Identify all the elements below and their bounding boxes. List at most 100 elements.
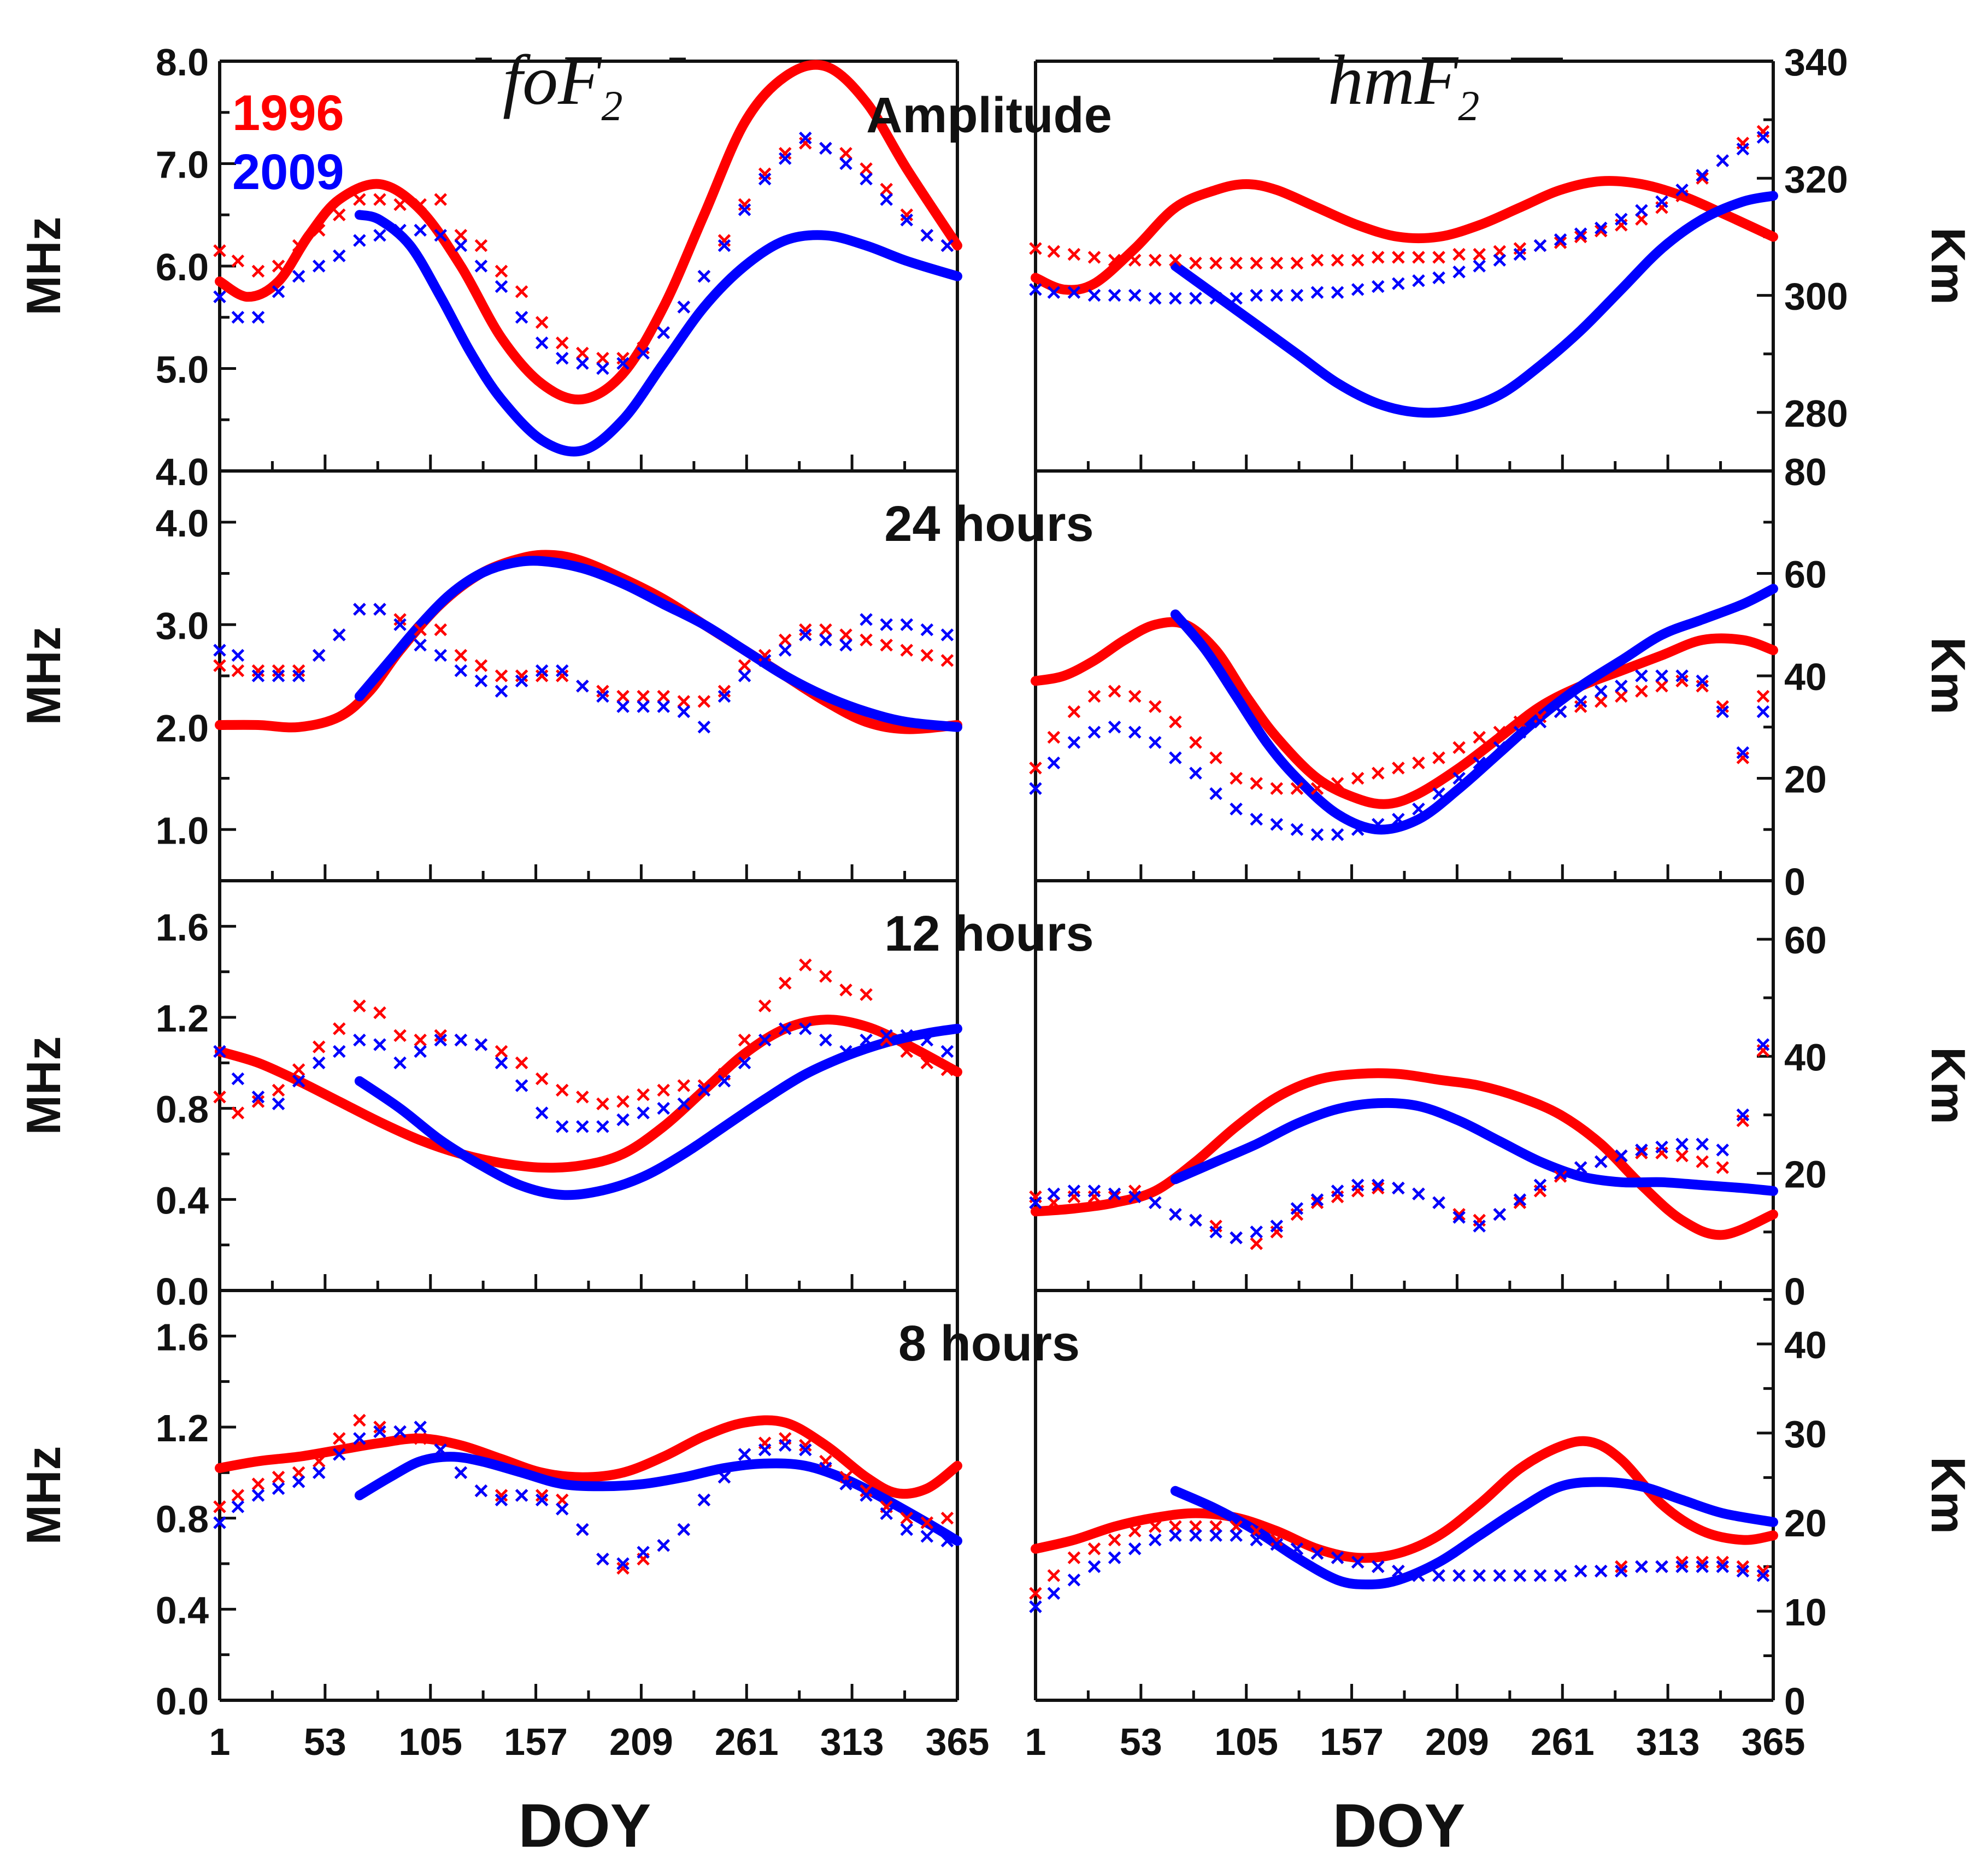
- marker-2009: [1290, 823, 1304, 836]
- marker-2009: [596, 1552, 609, 1566]
- marker-2009: [1533, 1569, 1547, 1582]
- marker-2009: [434, 649, 448, 662]
- marker-2009: [1149, 1533, 1162, 1547]
- marker-2009: [697, 1083, 711, 1097]
- marker-2009: [1169, 1207, 1182, 1221]
- marker-2009: [1513, 1569, 1527, 1582]
- marker-1996: [1675, 1149, 1689, 1163]
- marker-2009: [1615, 213, 1628, 226]
- marker-1996: [1047, 245, 1061, 258]
- marker-2009: [1432, 1569, 1445, 1582]
- marker-1996: [637, 341, 650, 355]
- marker-1996: [414, 1432, 427, 1445]
- marker-2009: [333, 1045, 346, 1058]
- marker-2009: [1270, 1219, 1284, 1233]
- marker-1996: [697, 1079, 711, 1092]
- y-tick-label: 0.4: [156, 1589, 209, 1631]
- panel-fof2-8-hours: 0.0 0.4 0.8 1.2 1.6 1 53 105 157 209 261 313 365 MHz: [16, 1289, 989, 1763]
- marker-2009: [1615, 1149, 1628, 1163]
- panel-fof2-24-hours: 1.0 2.0 3.0 4.0 MHz: [16, 469, 962, 882]
- x-tick-label: 209: [1425, 1720, 1489, 1763]
- marker-1996: [1615, 1560, 1628, 1574]
- marker-2009: [515, 1489, 528, 1502]
- y-tick-label: 6.0: [156, 246, 209, 288]
- marker-2009: [1290, 1542, 1304, 1555]
- marker-2009: [1087, 726, 1101, 739]
- marker-2009: [1675, 669, 1689, 682]
- marker-1996: [535, 316, 549, 329]
- marker-2009: [677, 705, 691, 718]
- marker-2009: [1189, 767, 1202, 780]
- marker-2009: [1716, 1560, 1730, 1574]
- marker-2009: [292, 1074, 305, 1088]
- marker-1996: [1067, 1551, 1081, 1564]
- marker-1996: [312, 223, 326, 237]
- marker-1996: [231, 254, 245, 268]
- marker-1996: [940, 1511, 954, 1525]
- marker-1996: [1128, 690, 1142, 703]
- marker-1996: [1372, 251, 1385, 264]
- marker-2009: [1635, 1144, 1648, 1157]
- marker-2009: [799, 1022, 812, 1035]
- marker-2009: [1513, 248, 1527, 261]
- marker-2009: [1290, 288, 1304, 302]
- series-curve-1996: [1031, 1436, 1778, 1563]
- marker-2009: [1290, 1202, 1304, 1215]
- marker-1996: [1169, 715, 1182, 729]
- marker-2009: [1189, 292, 1202, 305]
- series-curve-1996: [215, 60, 962, 405]
- marker-2009: [1554, 1166, 1567, 1180]
- marker-2009: [373, 228, 386, 242]
- marker-2009: [312, 1056, 326, 1070]
- y-tick-label: 300: [1784, 275, 1848, 318]
- marker-1996: [1230, 256, 1243, 270]
- series-curve-2009: [354, 210, 962, 457]
- y-tick-label: 10: [1784, 1591, 1827, 1634]
- y-axis-title-mhz: MHz: [16, 627, 70, 726]
- marker-2009: [1412, 1187, 1425, 1200]
- series-curve-1996: [1031, 617, 1778, 809]
- marker-2009: [1655, 669, 1668, 682]
- marker-2009: [1756, 1569, 1770, 1582]
- marker-1996: [616, 690, 630, 703]
- marker-2009: [1250, 1533, 1263, 1547]
- chart-panels: 4.05.06.07.08.0MHzAmplitude280300320340K…: [16, 41, 1975, 1763]
- marker-2009: [1270, 818, 1284, 831]
- marker-2009: [860, 1033, 873, 1047]
- marker-2009: [1594, 685, 1608, 698]
- marker-1996: [535, 1489, 549, 1502]
- marker-1996: [393, 613, 407, 626]
- marker-2009: [1372, 280, 1385, 293]
- marker-1996: [758, 167, 772, 181]
- marker-1996: [1250, 1237, 1263, 1251]
- marker-1996: [596, 351, 609, 365]
- marker-2009: [1716, 1144, 1730, 1157]
- right-title-sub: 2: [1458, 82, 1479, 129]
- marker-2009: [353, 234, 366, 247]
- marker-1996: [1189, 256, 1202, 270]
- marker-1996: [414, 198, 427, 211]
- marker-1996: [1594, 224, 1608, 238]
- marker-2009: [900, 213, 914, 227]
- left-title-main: foF: [503, 41, 602, 120]
- marker-2009: [1169, 292, 1182, 305]
- marker-2009: [1635, 1560, 1648, 1574]
- marker-2009: [1473, 260, 1486, 273]
- panel-title: 12 hours: [884, 906, 1093, 962]
- marker-1996: [1331, 777, 1344, 790]
- marker-1996: [596, 685, 609, 698]
- marker-2009: [637, 346, 650, 360]
- marker-2009: [1432, 1196, 1445, 1210]
- series-curve-2009: [1170, 584, 1778, 835]
- marker-2009: [1716, 154, 1730, 167]
- marker-1996: [1149, 1520, 1162, 1533]
- marker-2009: [1696, 1138, 1709, 1151]
- marker-2009: [738, 1056, 751, 1070]
- marker-1996: [1351, 771, 1364, 785]
- x-tick-label: 209: [609, 1720, 673, 1763]
- marker-2009: [900, 1029, 914, 1042]
- marker-1996: [1696, 679, 1709, 693]
- marker-2009: [1675, 183, 1689, 197]
- marker-1996: [1270, 1533, 1284, 1547]
- marker-2009: [1736, 1564, 1750, 1578]
